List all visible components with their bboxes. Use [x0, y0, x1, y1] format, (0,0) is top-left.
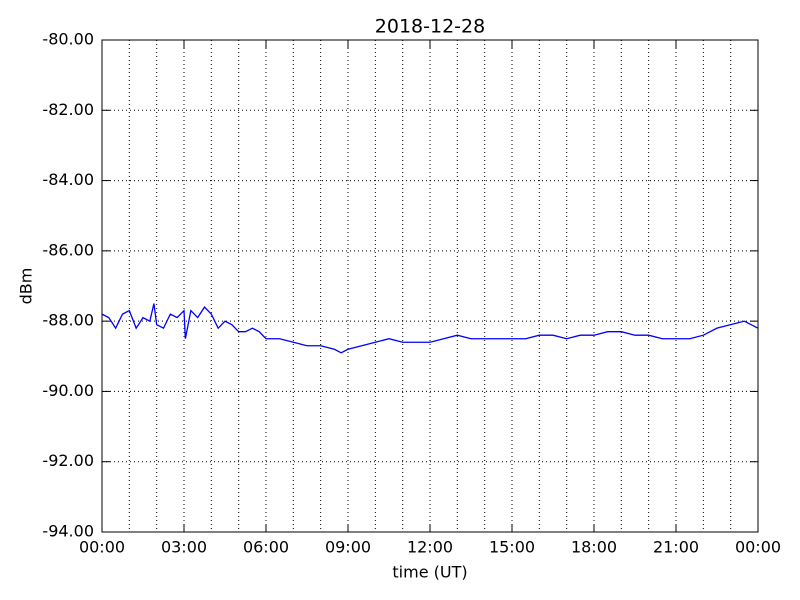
y-tick-label: -92.00	[42, 451, 94, 470]
x-tick-label: 09:00	[325, 538, 371, 557]
y-tick-label: -82.00	[42, 100, 94, 119]
y-tick-label: -84.00	[42, 170, 94, 189]
x-axis-label: time (UT)	[392, 563, 467, 582]
y-axis-label: dBm	[17, 268, 36, 305]
x-tick-label: 03:00	[161, 538, 207, 557]
plot-frame	[101, 39, 759, 533]
x-tick-label: 06:00	[243, 538, 289, 557]
y-tick-label: -90.00	[42, 381, 94, 400]
x-tick-label: 00:00	[79, 538, 125, 557]
x-tick-label: 18:00	[571, 538, 617, 557]
y-tick-label: -86.00	[42, 240, 94, 259]
data-line	[101, 303, 759, 354]
y-tick-label: -80.00	[42, 30, 94, 49]
x-tick-label: 21:00	[653, 538, 699, 557]
chart-title: 2018-12-28	[375, 16, 485, 38]
y-tick-label: -88.00	[42, 311, 94, 330]
y-tick-label: -94.00	[42, 522, 94, 541]
x-tick-label: 12:00	[407, 538, 453, 557]
x-tick-label: 15:00	[489, 538, 535, 557]
x-tick-label: 00:00	[735, 538, 781, 557]
